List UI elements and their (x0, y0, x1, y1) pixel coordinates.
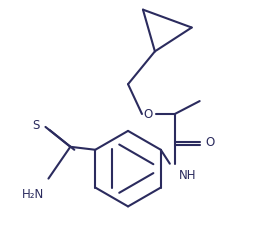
Text: H₂N: H₂N (22, 187, 45, 200)
Text: S: S (32, 119, 39, 132)
Text: NH: NH (179, 168, 196, 181)
Text: O: O (206, 136, 215, 149)
Text: O: O (143, 108, 153, 121)
